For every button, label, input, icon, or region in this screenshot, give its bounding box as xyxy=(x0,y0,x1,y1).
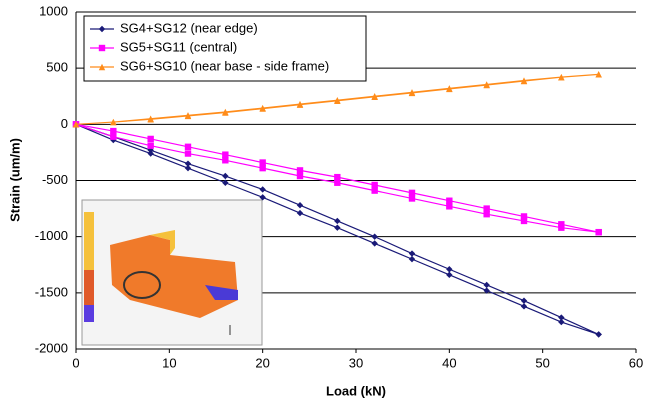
x-tick-label: 30 xyxy=(349,355,363,370)
marker xyxy=(147,136,153,142)
x-axis-title: Load (kN) xyxy=(326,383,386,398)
marker xyxy=(259,159,265,165)
marker xyxy=(222,151,228,157)
marker xyxy=(483,282,489,288)
marker xyxy=(446,198,452,204)
marker xyxy=(334,224,340,230)
marker xyxy=(334,180,340,186)
legend-label: SG6+SG10 (near base - side frame) xyxy=(120,58,329,73)
marker xyxy=(409,190,415,196)
marker xyxy=(521,218,527,224)
marker xyxy=(110,133,116,139)
y-tick-label: 500 xyxy=(46,60,68,75)
marker xyxy=(222,157,228,163)
marker xyxy=(409,250,415,256)
marker xyxy=(297,167,303,173)
marker xyxy=(595,331,601,337)
marker xyxy=(446,266,452,272)
marker xyxy=(297,210,303,216)
x-tick-label: 40 xyxy=(442,355,456,370)
y-tick-label: -1000 xyxy=(35,228,68,243)
marker xyxy=(185,150,191,156)
marker xyxy=(521,297,527,303)
y-tick-label: -1500 xyxy=(35,284,68,299)
y-tick-label: 1000 xyxy=(39,3,68,18)
marker xyxy=(99,45,105,51)
marker xyxy=(185,144,191,150)
marker xyxy=(371,233,377,239)
inset-image xyxy=(82,200,262,345)
marker xyxy=(409,256,415,262)
marker xyxy=(558,319,564,325)
x-tick-label: 60 xyxy=(629,355,643,370)
marker xyxy=(558,224,564,230)
x-tick-label: 10 xyxy=(162,355,176,370)
marker xyxy=(259,186,265,192)
marker xyxy=(222,173,228,179)
y-tick-label: 0 xyxy=(61,116,68,131)
marker xyxy=(147,142,153,148)
y-tick-label: -500 xyxy=(42,172,68,187)
marker xyxy=(371,240,377,246)
marker xyxy=(297,202,303,208)
marker xyxy=(110,128,116,134)
marker xyxy=(334,218,340,224)
x-tick-label: 0 xyxy=(72,355,79,370)
marker xyxy=(371,182,377,188)
marker xyxy=(297,173,303,179)
marker xyxy=(483,205,489,211)
marker xyxy=(409,195,415,201)
marker xyxy=(446,272,452,278)
legend-label: SG5+SG11 (central) xyxy=(120,39,237,54)
marker xyxy=(185,165,191,171)
x-tick-label: 50 xyxy=(535,355,549,370)
marker xyxy=(446,203,452,209)
marker xyxy=(521,303,527,309)
marker xyxy=(259,165,265,171)
marker xyxy=(595,229,601,235)
marker xyxy=(483,211,489,217)
chart: Load (kN) Strain (um/m) -2000 -1500 -1000 -… xyxy=(0,0,650,404)
y-axis-title: Strain (um/m) xyxy=(7,138,22,222)
marker xyxy=(371,187,377,193)
marker xyxy=(334,174,340,180)
legend-label: SG4+SG12 (near edge) xyxy=(120,20,258,35)
y-tick-label: -2000 xyxy=(35,340,68,355)
x-tick-label: 20 xyxy=(255,355,269,370)
